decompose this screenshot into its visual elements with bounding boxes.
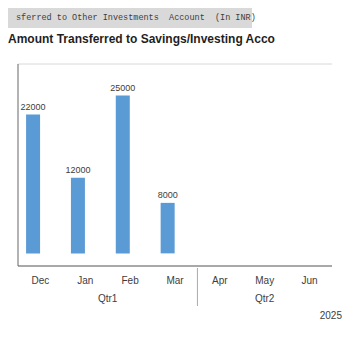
svg-text:8000: 8000 (158, 190, 178, 200)
svg-text:Qtr2: Qtr2 (255, 293, 275, 304)
html-text:Amount Transferred to Savings/: Amount Transferred to Savings/Investing … (8, 32, 275, 46)
svg-text:12000: 12000 (65, 165, 90, 175)
svg-text:22000: 22000 (21, 102, 46, 112)
svg-text:Apr: Apr (212, 275, 228, 286)
svg-text:Jun: Jun (302, 275, 318, 286)
html-text:sferred to Other Investments A: sferred to Other Investments Account (In… (16, 13, 256, 23)
svg-text:Dec: Dec (32, 275, 50, 286)
svg-text:Jan: Jan (77, 275, 93, 286)
svg-text:Feb: Feb (122, 275, 140, 286)
html-text:2025: 2025 (319, 310, 342, 321)
svg-text:May: May (255, 275, 274, 286)
svg-text:Qtr1: Qtr1 (98, 293, 118, 304)
svg-text:Mar: Mar (166, 275, 184, 286)
svg-text:25000: 25000 (110, 83, 135, 93)
